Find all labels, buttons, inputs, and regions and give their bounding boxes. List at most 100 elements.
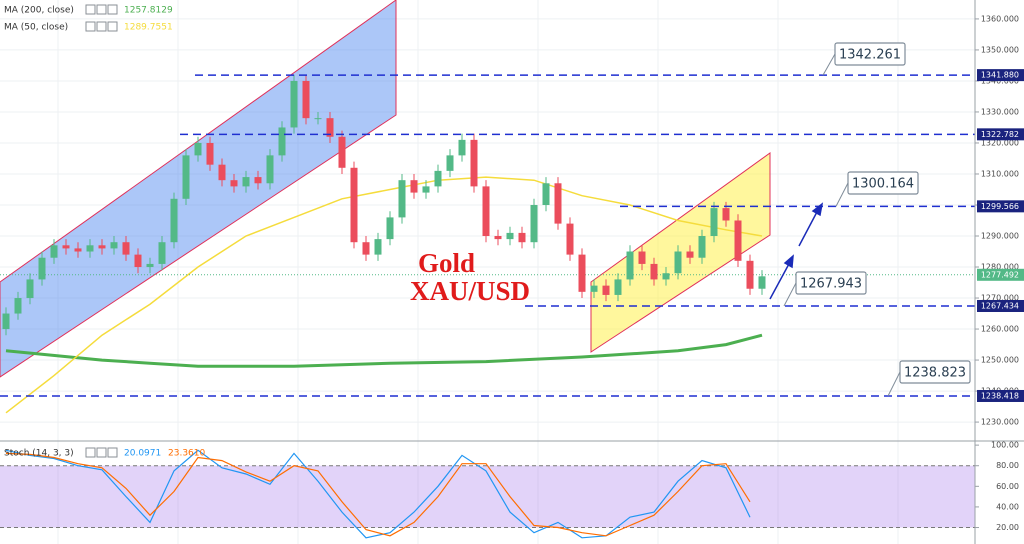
y-tick-label: 20.00 [996,523,1019,532]
legend-name: MA (50, close) [4,23,68,33]
legend-value: 1289.7551 [124,23,173,33]
candle-body [74,248,82,252]
legend-icon [85,21,96,32]
legend-name: MA (200, close) [4,6,74,16]
candle-body [494,236,502,240]
price-level-marker [977,69,1024,82]
candle-body [158,242,166,264]
y-tick-label: 1260.000 [981,325,1019,334]
candle-body [746,260,754,289]
legend-name: Stoch (14, 3, 3) [4,449,74,459]
candle-body [266,155,274,184]
legend-icon [96,447,107,458]
callout-label: 1238.823 [904,366,966,381]
oscillator-line [5,449,751,539]
price-level-label: 1299.566 [981,202,1019,211]
candle-body [374,239,382,255]
candle-body [62,245,70,249]
callout-leader [835,182,849,207]
price-level-label: 1267.434 [981,301,1019,310]
annotation: Gold [418,248,475,278]
candle-body [458,139,466,156]
callout-leader [783,282,797,307]
callout-leader [887,371,901,397]
candle-body [206,142,214,165]
y-tick-label: 1310.000 [981,169,1019,178]
legend-icon [96,4,107,15]
candle-body [386,217,394,240]
candle-body [194,142,202,156]
plot-area [0,74,975,539]
candle-body [470,139,478,187]
price-level-label: 1341.880 [981,71,1019,80]
candle-body [434,170,442,187]
callout-box [834,42,906,66]
y-tick-label: 1360.000 [981,14,1019,23]
candle-body [218,164,226,181]
candle-body [122,242,130,255]
candle-body [662,273,670,280]
candle-body [314,118,322,120]
price-level-label: 1322.782 [981,130,1019,139]
y-tick-label: 1330.000 [981,107,1019,116]
candle-body [278,127,286,156]
candle-body [650,263,658,280]
y-tick-label: 40.00 [996,502,1019,511]
candle-body [422,186,430,193]
candle-body [50,245,58,258]
y-tick-label: 60.00 [996,482,1019,491]
price-level-label: 1238.418 [981,391,1019,400]
candle-body [326,118,334,137]
candle-body [578,254,586,292]
price-level-marker [977,299,1024,312]
candle-body [398,180,406,218]
moving-average [5,176,763,414]
candle-body [734,220,742,261]
candle-body [2,313,10,330]
candle-body [26,279,34,299]
candle-body [242,177,250,187]
candle-body [518,232,526,243]
callout-label: 1342.261 [839,48,901,63]
candle-body [110,242,118,249]
candle-body [410,180,418,193]
candle-body [350,167,358,243]
candle-body [686,251,694,258]
arrow [798,209,819,247]
arrow [769,261,791,300]
legend-value: 20.0971 [124,449,161,459]
candle-body [170,198,178,243]
candle-body [338,136,346,168]
y-tick-label: 1250.000 [981,356,1019,365]
legend-icon [96,21,107,32]
candle-body [446,155,454,171]
candle-body [14,298,22,314]
candle-body [566,223,574,255]
candle-body [530,204,538,243]
legend-value: 1257.8129 [124,6,173,16]
oscillator-line [5,452,751,537]
candle-body [614,279,622,295]
legend-value: 23.3610 [168,449,205,459]
legend-icon [107,447,118,458]
callout-label: 1300.164 [852,177,914,192]
candle-body [86,245,94,252]
legend-icon [85,447,96,458]
candle-body [542,183,550,205]
candle-body [182,155,190,199]
arrows [769,202,824,300]
last-price-label: 1277.492 [981,270,1019,279]
y-tick-label: 1230.000 [981,418,1019,427]
y-tick-label: 1280.000 [981,263,1019,272]
legend-icon [107,21,118,32]
moving-average [5,333,763,368]
candle-body [38,257,46,280]
candle-body [674,251,682,274]
y-tick-label: 100.00 [991,441,1019,450]
candle-body [362,242,370,255]
candle-body [638,251,646,264]
candle-body [626,251,634,280]
candle-body [602,285,610,295]
candle-body [710,208,718,237]
y-tick-label: 1290.000 [981,232,1019,241]
